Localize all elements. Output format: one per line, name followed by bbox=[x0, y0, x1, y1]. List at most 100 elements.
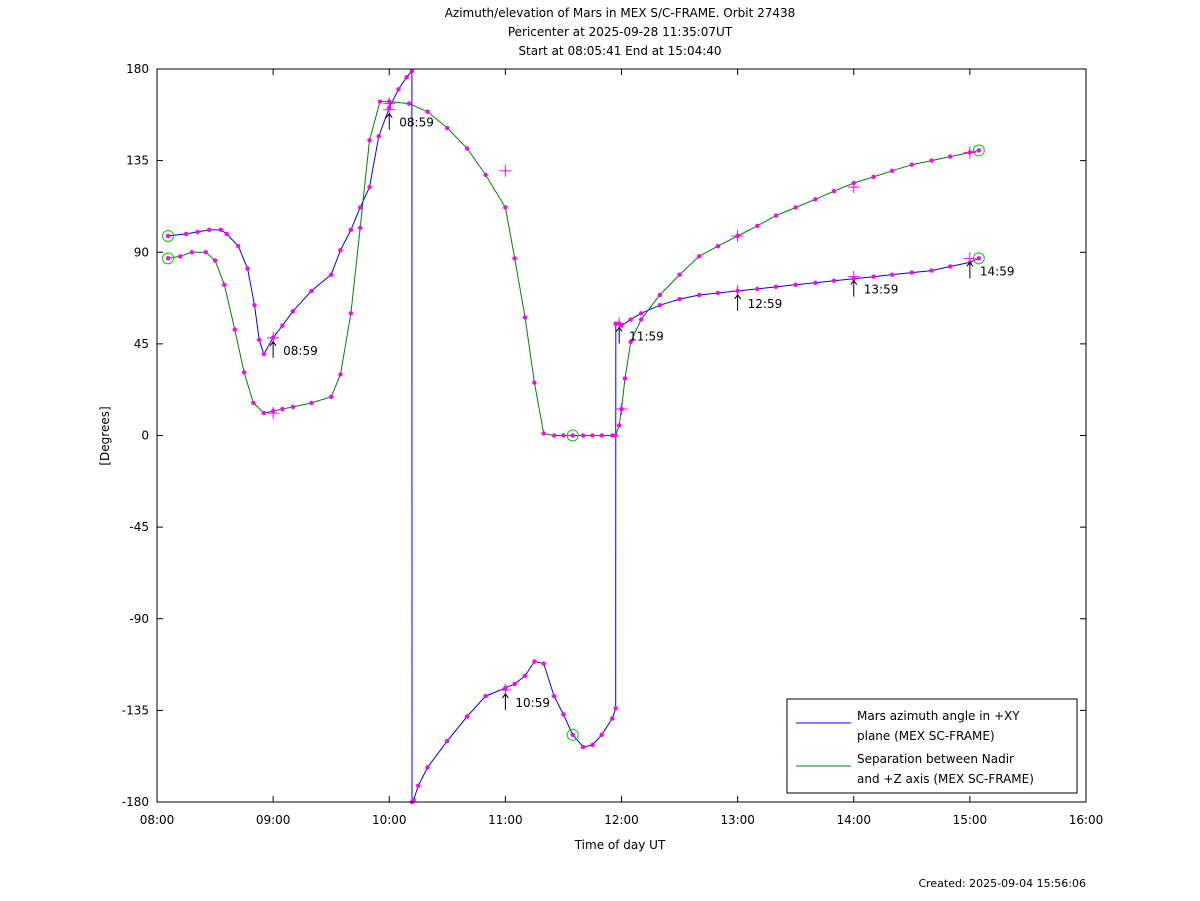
series-separation-point bbox=[178, 254, 183, 259]
x-tick-label: 14:00 bbox=[836, 813, 871, 827]
chart-title: Azimuth/elevation of Mars in MEX S/C-FRA… bbox=[444, 6, 796, 20]
series-separation-point bbox=[889, 168, 895, 174]
series-azimuth-point bbox=[639, 311, 644, 316]
series-azimuth-point bbox=[425, 765, 430, 770]
hour-marker bbox=[499, 164, 512, 177]
series-azimuth-point bbox=[309, 288, 314, 294]
chart-subtitle-start-end: Start at 08:05:41 End at 15:04:40 bbox=[518, 44, 722, 58]
endpoint-circle bbox=[566, 429, 579, 442]
series-azimuth-point bbox=[715, 290, 721, 296]
series-azimuth-point bbox=[464, 714, 470, 719]
series-azimuth-point bbox=[280, 323, 285, 328]
time-annotation-label: 14:59 bbox=[980, 264, 1015, 278]
series-separation-point bbox=[610, 433, 615, 438]
series-azimuth-point bbox=[522, 673, 528, 678]
hour-marker bbox=[615, 403, 628, 416]
series-azimuth-point bbox=[871, 274, 876, 279]
series-azimuth-point bbox=[376, 133, 381, 139]
series-azimuth-point bbox=[411, 797, 416, 803]
annotations: 08:59 08:59 10:59 11:59 12:59 13:59 14:59 bbox=[269, 112, 1015, 711]
series-separation-point bbox=[483, 172, 488, 178]
series-azimuth-point bbox=[396, 87, 401, 92]
time-annotation: 13:59 bbox=[850, 279, 899, 297]
x-tick-label: 09:00 bbox=[256, 813, 291, 827]
endpoint-circle bbox=[972, 144, 985, 157]
series-azimuth-point bbox=[773, 284, 779, 290]
series-separation-line bbox=[167, 101, 979, 436]
series-separation-point bbox=[613, 433, 618, 438]
series-azimuth-point bbox=[445, 738, 450, 744]
y-axis-title: [Degrees] bbox=[98, 406, 112, 465]
series-azimuth-point bbox=[909, 270, 915, 275]
created-timestamp: Created: 2025-09-04 15:56:06 bbox=[918, 877, 1086, 890]
time-annotation-label: 13:59 bbox=[864, 283, 899, 297]
series-azimuth-point bbox=[290, 309, 296, 314]
series-azimuth-point bbox=[338, 248, 343, 253]
series-separation-point bbox=[203, 250, 208, 255]
legend: Mars azimuth angle in +XY plane (MEX SC-… bbox=[786, 698, 1078, 794]
series-separation-point bbox=[222, 282, 227, 288]
x-tick-label: 08:00 bbox=[140, 813, 175, 827]
series-separation-point bbox=[377, 99, 383, 104]
y-tick-label: 45 bbox=[134, 337, 149, 351]
series-separation-point bbox=[165, 256, 171, 261]
series-separation-point bbox=[445, 125, 450, 131]
series-azimuth-point bbox=[245, 266, 250, 271]
series-separation-point bbox=[367, 138, 372, 143]
series-azimuth-point bbox=[570, 732, 575, 738]
series-separation-point bbox=[590, 433, 595, 438]
series-azimuth-point bbox=[367, 184, 372, 190]
series-separation-point bbox=[628, 339, 633, 345]
series-separation-point bbox=[813, 197, 818, 202]
series-azimuth-point bbox=[348, 227, 354, 233]
series-separation-point bbox=[189, 250, 195, 255]
series-separation-point bbox=[406, 101, 412, 106]
time-annotation-label: 10:59 bbox=[515, 696, 550, 710]
series-azimuth-point bbox=[512, 681, 517, 687]
series-azimuth-point bbox=[929, 268, 934, 273]
series-separation-point bbox=[697, 254, 702, 259]
series-azimuth-point bbox=[165, 233, 171, 239]
series-separation-point bbox=[522, 315, 528, 320]
plot-markers bbox=[162, 68, 985, 805]
series-separation-point bbox=[309, 400, 314, 406]
series-separation-point bbox=[616, 423, 622, 428]
series-separation-point bbox=[280, 406, 285, 412]
series-azimuth-point bbox=[947, 264, 953, 269]
chart-title-block: Azimuth/elevation of Mars in MEX S/C-FRA… bbox=[0, 4, 1200, 61]
x-axis-title: Time of day UT bbox=[574, 838, 666, 852]
legend-box bbox=[786, 698, 1078, 794]
endpoint-circle bbox=[162, 229, 175, 242]
series-azimuth-point bbox=[610, 716, 615, 721]
series-separation-point bbox=[251, 400, 256, 406]
time-annotation-label: 12:59 bbox=[748, 297, 783, 311]
series-separation-point bbox=[715, 243, 721, 249]
y-tick-label: -45 bbox=[129, 520, 149, 534]
series-separation-point bbox=[947, 154, 953, 159]
series-azimuth-point bbox=[580, 744, 586, 750]
series-azimuth-point bbox=[224, 231, 229, 237]
series-azimuth-point bbox=[551, 693, 557, 699]
series-separation-point bbox=[793, 205, 798, 210]
endpoint-circle bbox=[972, 252, 985, 265]
time-annotation: 12:59 bbox=[734, 294, 783, 311]
series-separation-point bbox=[358, 225, 363, 231]
series-azimuth-point bbox=[195, 229, 200, 235]
series-separation-point bbox=[551, 433, 557, 438]
x-tick-label: 16:00 bbox=[1069, 813, 1104, 827]
series-azimuth-point bbox=[261, 351, 267, 357]
series-azimuth-point bbox=[813, 280, 818, 285]
chart-subtitle-pericenter: Pericenter at 2025-09-28 11:35:07UT bbox=[507, 25, 733, 39]
time-annotation: 11:59 bbox=[615, 326, 664, 344]
series-azimuth-point bbox=[483, 693, 488, 699]
y-tick-label: 135 bbox=[126, 154, 149, 168]
series-separation-point bbox=[677, 272, 682, 277]
legend-label-separation-line1: Separation between Nadir bbox=[857, 752, 1014, 766]
series-azimuth-point bbox=[889, 272, 895, 277]
series-separation-point bbox=[570, 433, 575, 438]
series-separation-point bbox=[328, 394, 334, 400]
time-annotation-label: 11:59 bbox=[629, 330, 664, 344]
x-tick-label: 15:00 bbox=[953, 813, 988, 827]
series-azimuth-point bbox=[256, 337, 262, 343]
